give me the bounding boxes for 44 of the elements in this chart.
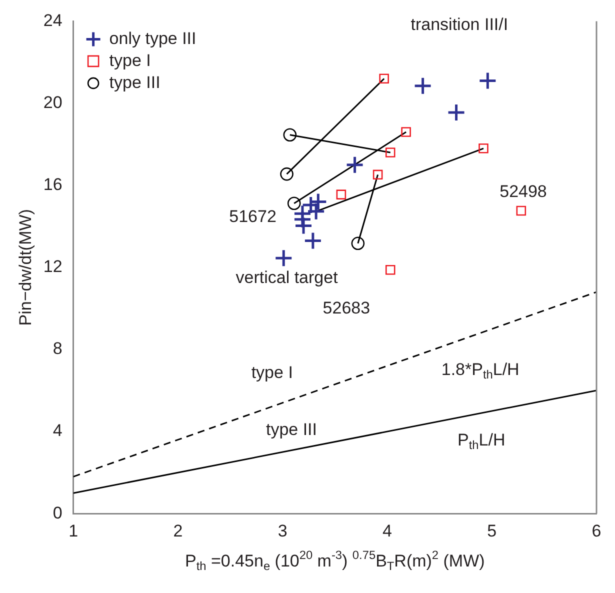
x-tick-label: 1 [68, 521, 78, 540]
y-tick-label: 24 [43, 10, 62, 30]
x-tick-label: 4 [382, 521, 392, 540]
annotation: vertical target [236, 268, 338, 287]
point [304, 231, 322, 250]
y-axis-title: Pin−dw/dt(MW) [16, 209, 35, 326]
point [385, 148, 396, 158]
x-tick-label: 6 [592, 521, 602, 540]
point [274, 248, 293, 268]
x-tick-label: 2 [173, 521, 183, 540]
point [385, 264, 396, 275]
legend-label: only type III [109, 28, 196, 48]
annotation: 52498 [500, 182, 547, 202]
point [336, 190, 346, 200]
y-tick-label: 4 [52, 421, 62, 440]
legend-label: type I [109, 50, 151, 70]
legend-label: type III [109, 72, 160, 92]
point [401, 127, 411, 137]
point [346, 156, 364, 174]
point [447, 103, 466, 122]
annotation: transition III/I [410, 14, 508, 34]
point [287, 196, 301, 210]
point [283, 128, 297, 142]
y-tick-label: 16 [43, 175, 62, 194]
annotation: 51672 [229, 206, 276, 226]
point [478, 144, 488, 154]
annotation: 52683 [322, 298, 370, 318]
point [294, 216, 313, 235]
x-tick-label: 3 [278, 521, 288, 540]
point [478, 71, 497, 90]
point [351, 236, 365, 250]
annotation: type III [266, 420, 317, 440]
annotation: type I [251, 362, 293, 382]
y-tick-label: 12 [43, 257, 62, 276]
point [516, 206, 526, 216]
point [379, 74, 389, 84]
point [372, 170, 383, 180]
x-tick-label: 5 [487, 521, 497, 540]
y-tick-label: 8 [52, 339, 62, 358]
point [293, 210, 312, 229]
y-tick-label: 20 [43, 92, 62, 112]
y-tick-label: 0 [52, 503, 62, 522]
point [280, 167, 294, 181]
point [414, 76, 432, 96]
